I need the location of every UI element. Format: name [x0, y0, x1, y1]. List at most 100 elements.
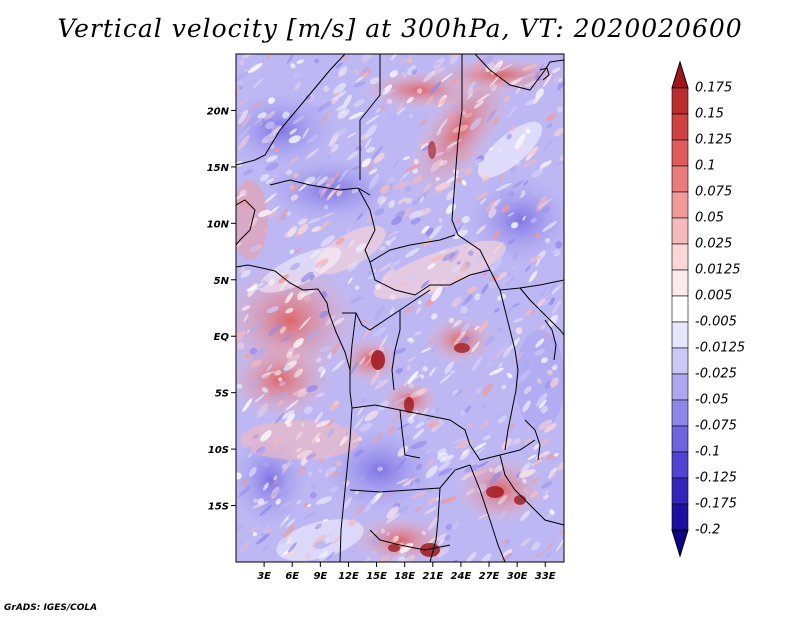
field-speckle	[511, 251, 520, 261]
field-speckle	[407, 382, 414, 389]
colorbar-segment	[671, 451, 689, 479]
field-speckle	[353, 449, 364, 457]
field-speckle	[544, 237, 551, 244]
field-speckle	[411, 217, 421, 225]
field-speckle	[524, 264, 531, 273]
field-speckle	[377, 466, 383, 472]
x-tick-label: 12E	[338, 571, 359, 582]
field-speckle	[236, 330, 246, 343]
field-speckle	[311, 226, 322, 233]
field-speckle	[311, 431, 322, 444]
field-speckle	[326, 418, 335, 427]
field-speckle	[509, 125, 516, 132]
x-tick-label: 21E	[422, 571, 443, 582]
field-speckle	[331, 168, 341, 183]
field-speckles	[236, 54, 564, 562]
field-speckle	[473, 446, 486, 457]
field-speckle	[469, 117, 482, 130]
field-speckle	[294, 368, 304, 378]
field-speckle	[394, 180, 411, 190]
field-speckle	[347, 149, 361, 161]
field-speckle	[476, 155, 485, 164]
field-speckle	[420, 143, 429, 150]
colorbar-segment	[671, 477, 689, 505]
field-speckle	[504, 82, 512, 89]
field-speckle	[247, 452, 253, 458]
field-speckle	[353, 504, 365, 517]
field-speckle	[328, 470, 341, 478]
field-speckle	[279, 380, 286, 387]
field-speckle	[390, 535, 398, 545]
field-speckle	[418, 207, 432, 216]
field-speckle	[487, 361, 495, 368]
field-speckle	[314, 411, 324, 424]
field-speckle	[553, 76, 562, 84]
field-speckle	[238, 485, 251, 498]
field-speckle	[420, 280, 430, 289]
colorbar-segment	[671, 243, 689, 271]
field-speckle	[557, 75, 564, 91]
field-speckle	[510, 337, 520, 349]
field-speckle	[347, 260, 359, 272]
field-speckle	[522, 158, 539, 168]
field-speckle	[443, 71, 457, 83]
field-speckle	[309, 274, 316, 281]
field-speckle	[424, 95, 435, 107]
field-speckle	[386, 230, 400, 238]
field-speckle	[466, 92, 474, 100]
field-speckle	[319, 369, 326, 378]
field-speckle	[426, 418, 438, 427]
colorbar	[671, 60, 689, 558]
field-speckle	[321, 212, 335, 218]
field-speckle	[287, 225, 298, 238]
field-speckle	[405, 163, 422, 172]
field-speckle	[389, 70, 398, 78]
field-speckle	[468, 423, 474, 428]
field-speckle	[239, 540, 251, 553]
field-speckle	[278, 377, 283, 382]
field-speckle	[488, 208, 497, 219]
footer-credit: GrADS: IGES/COLA	[4, 603, 98, 613]
field-speckle	[359, 356, 366, 366]
colorbar-segment	[671, 269, 689, 297]
field-speckle	[423, 182, 431, 193]
field-speckle	[523, 386, 532, 394]
field-speckle	[543, 299, 551, 305]
field-speckle	[270, 210, 277, 217]
field-speckle	[507, 190, 515, 197]
field-speckle	[468, 242, 476, 251]
field-speckle	[266, 306, 279, 314]
chart-title: Vertical velocity [m/s] at 300hPa, VT: 2…	[57, 14, 743, 43]
field-speckle	[311, 174, 322, 188]
field-speckle	[533, 190, 538, 194]
field-speckle	[378, 400, 390, 411]
field-speckle	[395, 367, 404, 374]
field-speckle	[547, 314, 559, 327]
field-speckle	[410, 477, 420, 487]
field-speckle	[237, 342, 245, 350]
field-speckle	[551, 287, 558, 295]
x-tick-label: 3E	[257, 571, 271, 582]
field-speckle	[555, 240, 563, 249]
field-speckle	[518, 469, 536, 478]
field-speckle	[375, 108, 382, 113]
field-speckle	[281, 459, 292, 475]
field-speckle	[289, 156, 300, 164]
field-speckle	[315, 420, 331, 428]
field-speckle	[246, 329, 251, 334]
field-speckle	[243, 313, 249, 322]
field-speckle	[424, 506, 438, 515]
field-speckle	[376, 195, 386, 204]
field-speckle	[327, 428, 335, 437]
field-speckle	[417, 300, 422, 305]
field-speckle	[316, 496, 333, 505]
y-tick-label: 15S	[208, 502, 229, 513]
field-speckle	[533, 95, 541, 104]
field-speckle	[278, 274, 289, 284]
field-speckle	[301, 271, 314, 283]
field-speckle	[332, 359, 345, 372]
field-speckle	[280, 500, 295, 508]
field-speckle	[316, 357, 322, 363]
field-speckle	[406, 96, 414, 104]
